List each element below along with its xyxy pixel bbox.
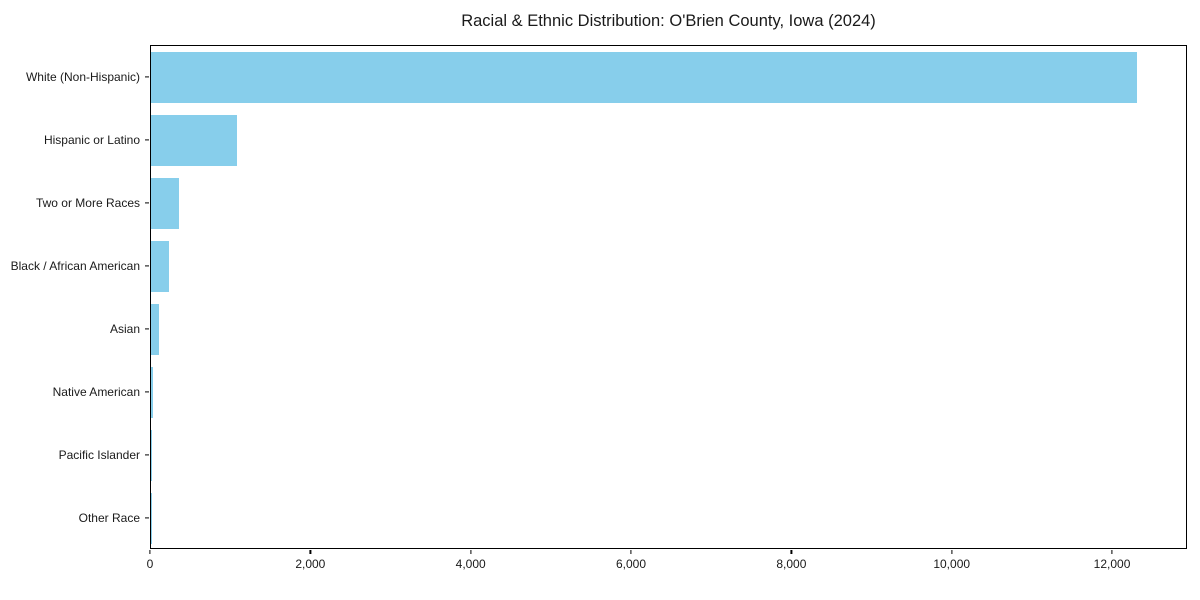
y-tick-mark (145, 138, 149, 141)
x-tick-mark (470, 550, 472, 554)
x-tick-label-2000: 2,000 (295, 557, 326, 571)
y-tick-label-other-race: Other Race (78, 510, 140, 525)
x-tick-label-4000: 4,000 (455, 557, 486, 571)
bar-black-african-american (151, 241, 170, 292)
y-tick-label-native-american: Native American (52, 384, 140, 399)
bar-pacific-islander (151, 430, 152, 481)
x-tick-mark (309, 550, 311, 554)
y-tick-label-hispanic-or-latino: Hispanic or Latino (43, 132, 140, 147)
chart-title: Racial & Ethnic Distribution: O'Brien Co… (461, 12, 876, 30)
x-tick-label-10000: 10,000 (933, 557, 971, 571)
y-tick-label-white-non-hispanic: White (Non-Hispanic) (25, 69, 140, 84)
x-tick-label-8000: 8,000 (776, 557, 807, 571)
bar-asian (151, 304, 159, 355)
bar-hispanic-or-latino (151, 115, 237, 166)
y-tick-mark (145, 453, 149, 456)
x-tick-mark (630, 550, 632, 554)
y-tick-mark (145, 264, 149, 267)
bar-native-american (151, 367, 153, 418)
bar-white-non-hispanic (151, 52, 1138, 103)
y-tick-label-two-or-more-races: Two or More Races (35, 195, 140, 210)
y-tick-mark (145, 516, 149, 519)
y-tick-label-black-african-american: Black / African American (10, 258, 140, 273)
plot-area (150, 45, 1187, 549)
x-tick-mark (1111, 550, 1113, 554)
x-tick-label-0: 0 (146, 557, 154, 571)
x-tick-mark (951, 550, 953, 554)
y-tick-mark (145, 327, 149, 330)
x-tick-mark (790, 550, 792, 554)
y-tick-mark (145, 201, 149, 204)
x-tick-mark (149, 550, 151, 554)
x-tick-label-6000: 6,000 (616, 557, 647, 571)
y-tick-mark (145, 75, 149, 78)
bar-two-or-more-races (151, 178, 180, 229)
bar-other-race (151, 493, 152, 544)
x-tick-label-12000: 12,000 (1093, 557, 1131, 571)
y-tick-mark (145, 390, 149, 393)
y-tick-label-pacific-islander: Pacific Islander (58, 447, 140, 462)
y-tick-label-asian: Asian (109, 321, 140, 336)
